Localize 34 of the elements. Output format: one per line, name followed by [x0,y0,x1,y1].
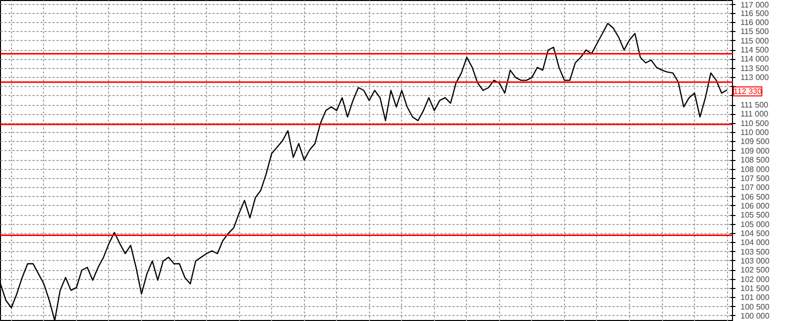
y-tick-label: 113 500 [740,64,770,73]
y-tick-label: 110 500 [740,118,770,128]
y-tick-label: 100 000 [740,311,770,320]
y-tick-label: 107 500 [740,174,770,183]
y-tick-label: 104 500 [740,228,770,238]
y-tick-label: 102 000 [740,274,770,284]
y-tick-label: 115 000 [740,36,770,46]
annotation: 112 330 [734,86,762,96]
y-tick-label: 111 000 [740,110,769,119]
y-tick-label: 100 500 [740,302,770,312]
y-tick-label: 106 500 [740,192,770,202]
y-tick-label: 116 000 [740,18,770,28]
y-tick-label: 111 500 [740,100,769,110]
y-tick-label: 103 000 [740,256,770,266]
y-tick-label: 114 000 [740,54,770,64]
y-tick-label: 107 000 [740,183,770,192]
y-tick-label: 114 500 [740,46,770,55]
y-tick-label: 109 000 [740,146,770,156]
y-tick-label: 108 000 [740,164,770,174]
y-tick-label: 108 500 [740,156,770,165]
y-tick-label: 101 500 [740,284,770,293]
y-tick-label: 106 000 [740,201,770,210]
y-tick-label: 105 500 [740,210,770,220]
y-tick-label: 101 000 [740,293,770,302]
y-tick-label: 115 500 [740,27,770,36]
y-tick-label: 116 500 [740,8,770,18]
y-tick-label: 105 000 [740,220,770,229]
y-tick-label: 102 500 [740,266,770,275]
y-tick-label: 104 000 [740,238,770,248]
y-tick-label: 109 500 [740,137,770,146]
y-tick-label: 117 000 [740,0,770,10]
y-tick-label: 103 500 [740,247,770,256]
y-tick-label: 110 000 [740,128,770,138]
y-tick-label: 113 000 [740,73,770,82]
